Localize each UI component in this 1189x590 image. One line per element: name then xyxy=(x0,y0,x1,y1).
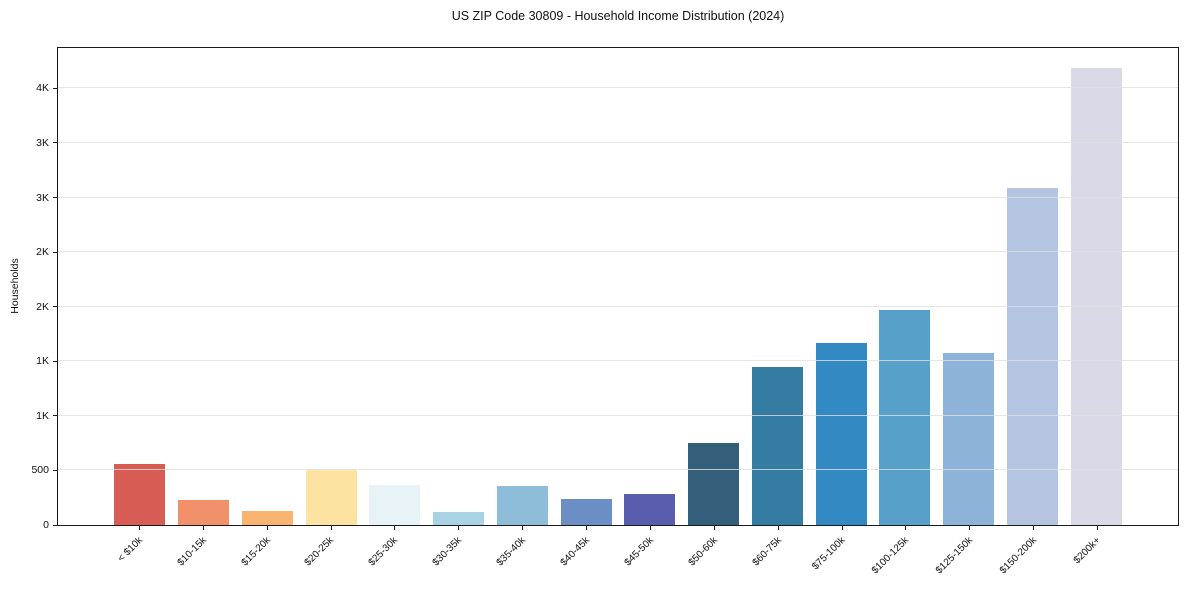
y-tick-label: 500 xyxy=(31,464,49,477)
x-tick-label: $35-40k xyxy=(494,535,528,569)
bar-slot xyxy=(937,48,1001,525)
y-tick-mark xyxy=(53,251,57,253)
bars-row xyxy=(58,48,1178,525)
bar-slot xyxy=(746,48,810,525)
bar xyxy=(943,352,995,525)
x-tick-label: $150-200k xyxy=(997,535,1039,577)
y-tick-mark xyxy=(53,415,57,417)
bar xyxy=(114,464,166,525)
x-tick-label: $25-30k xyxy=(366,535,401,569)
bar-slot xyxy=(236,48,300,525)
bar xyxy=(433,512,485,525)
x-tick-label: $75-100k xyxy=(810,535,848,573)
bar-slot xyxy=(1001,48,1065,525)
bar xyxy=(369,484,421,525)
chart-title: US ZIP Code 30809 - Household Income Dis… xyxy=(451,9,785,23)
y-tick-label: 4K xyxy=(36,82,49,95)
y-tick-mark xyxy=(53,524,57,526)
x-tick-label: $60-75k xyxy=(750,535,784,569)
y-tick-label: 3K xyxy=(36,191,49,204)
x-tick-mark xyxy=(394,526,396,530)
bar xyxy=(178,500,230,525)
y-tick-label: 1K xyxy=(36,355,49,368)
x-tick-mark xyxy=(522,526,524,530)
x-tick-mark xyxy=(841,526,843,530)
x-tick-mark xyxy=(969,526,971,530)
y-tick-mark xyxy=(53,142,57,144)
x-tick-mark xyxy=(138,526,140,530)
x-tick-mark xyxy=(202,526,204,530)
x-tick-label: $200k+ xyxy=(1071,535,1103,567)
bar-slot xyxy=(682,48,746,525)
x-tick-mark xyxy=(649,526,651,530)
x-tick-mark xyxy=(330,526,332,530)
bar-slot xyxy=(554,48,618,525)
x-tick-label: < $10k xyxy=(115,535,145,565)
bar-slot xyxy=(873,48,937,525)
x-tick-label: $40-45k xyxy=(558,535,592,569)
bar-slot xyxy=(108,48,172,525)
x-tick-label: $125-150k xyxy=(933,535,976,577)
plot-area xyxy=(57,47,1179,526)
bar xyxy=(241,511,293,525)
x-tick-label: $100-125k xyxy=(870,535,912,577)
y-tick-mark xyxy=(53,197,57,199)
y-tick-label: 1K xyxy=(36,409,49,422)
bar xyxy=(1006,188,1058,525)
bar-slot xyxy=(1064,48,1128,525)
y-tick-mark xyxy=(53,469,57,471)
y-tick-label: 2K xyxy=(36,300,49,313)
x-tick-mark xyxy=(586,526,588,530)
bar xyxy=(815,342,867,525)
bar xyxy=(1070,68,1122,525)
x-tick-mark xyxy=(1097,526,1099,530)
x-tick-mark xyxy=(458,526,460,530)
bar-slot xyxy=(363,48,427,525)
x-tick-mark xyxy=(713,526,715,530)
x-tick-mark xyxy=(777,526,779,530)
x-tick-label: $50-60k xyxy=(686,535,720,569)
bar-slot xyxy=(299,48,363,525)
bar xyxy=(879,309,931,525)
x-tick-mark xyxy=(1033,526,1035,530)
y-axis-label: Households xyxy=(9,258,21,314)
x-tick-label: $45-50k xyxy=(622,535,656,569)
y-tick-mark xyxy=(53,306,57,308)
x-tick-mark xyxy=(266,526,268,530)
x-tick-mark xyxy=(905,526,907,530)
bar xyxy=(751,367,803,525)
bar xyxy=(305,470,357,525)
y-tick-mark xyxy=(53,87,57,89)
bar xyxy=(688,442,740,525)
bar-slot xyxy=(618,48,682,525)
y-tick-label: 2K xyxy=(36,246,49,259)
bar xyxy=(624,494,676,525)
bar-slot xyxy=(172,48,236,525)
bar-slot xyxy=(809,48,873,525)
x-tick-label: $20-25k xyxy=(303,535,337,569)
bar xyxy=(496,485,548,525)
bar-slot xyxy=(491,48,555,525)
x-tick-label: $30-35k xyxy=(430,535,465,569)
bar xyxy=(560,499,612,525)
x-tick-label: $10-15k xyxy=(175,535,209,569)
y-tick-mark xyxy=(53,360,57,362)
bar-slot xyxy=(427,48,491,525)
x-tick-label: $15-20k xyxy=(239,535,273,569)
y-tick-label: 0 xyxy=(43,519,49,531)
y-tick-label: 3K xyxy=(36,136,49,149)
